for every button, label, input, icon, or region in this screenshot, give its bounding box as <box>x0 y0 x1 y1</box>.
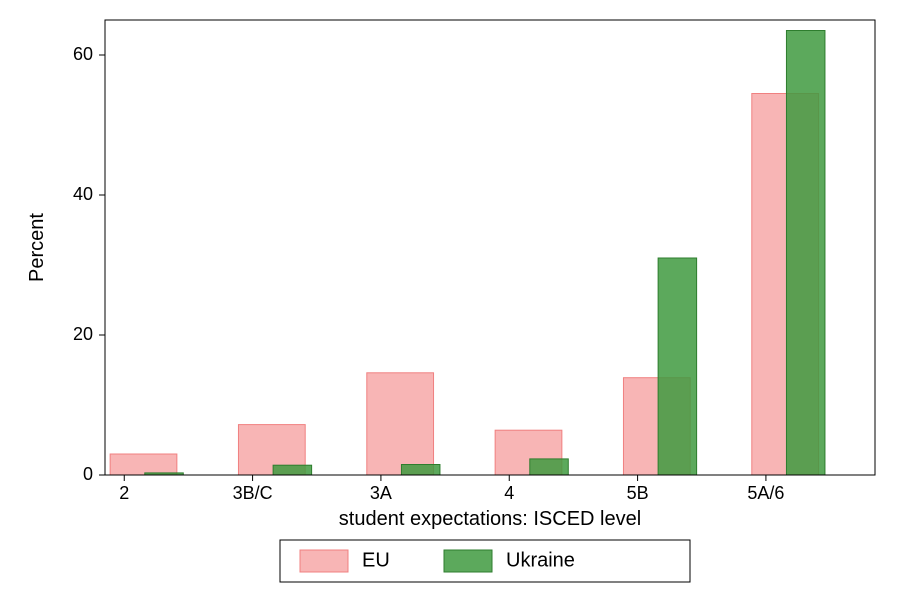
legend-swatch <box>300 550 348 572</box>
bar-ukraine <box>658 258 697 475</box>
bar-ukraine <box>786 31 825 476</box>
x-tick-label: 5B <box>627 483 649 503</box>
y-tick-label: 60 <box>73 44 93 64</box>
x-axis-title: student expectations: ISCED level <box>339 508 641 530</box>
bar-ukraine <box>401 465 440 476</box>
x-tick-label: 2 <box>119 483 129 503</box>
legend-swatch <box>444 550 492 572</box>
x-tick-label: 3B/C <box>233 483 273 503</box>
y-tick-label: 0 <box>83 464 93 484</box>
x-tick-label: 5A/6 <box>747 483 784 503</box>
bar-eu <box>367 373 434 475</box>
legend-label: EU <box>362 549 390 571</box>
y-tick-label: 20 <box>73 324 93 344</box>
bar-ukraine <box>273 465 312 475</box>
y-axis-title: Percent <box>26 213 48 282</box>
legend-label: Ukraine <box>506 549 575 571</box>
bar-ukraine <box>530 459 569 475</box>
bar-chart: 0 20 40 60 Percent 2 3B/C 3A 4 5B 5A/6 student expe… <box>0 0 900 600</box>
bar-eu <box>110 454 177 475</box>
x-tick-label: 4 <box>504 483 514 503</box>
y-tick-label: 40 <box>73 184 93 204</box>
x-tick-label: 3A <box>370 483 392 503</box>
